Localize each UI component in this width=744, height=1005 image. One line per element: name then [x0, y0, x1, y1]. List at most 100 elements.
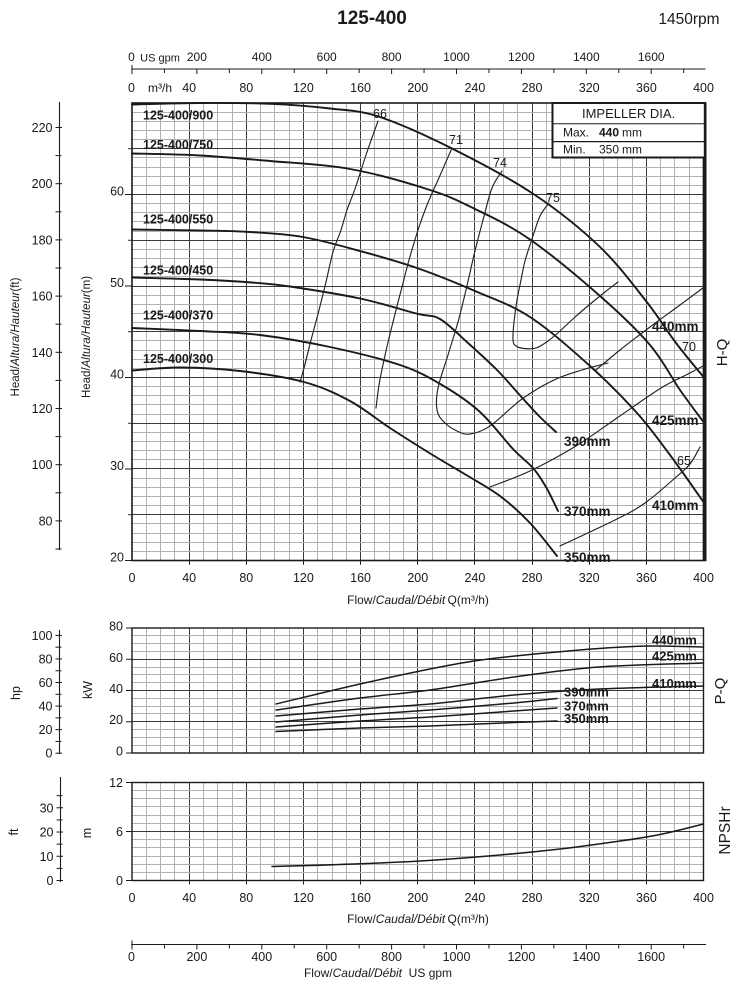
svg-text:200: 200: [407, 571, 428, 585]
svg-text:100: 100: [32, 458, 53, 472]
svg-text:71: 71: [449, 133, 463, 147]
svg-text:240: 240: [464, 891, 485, 905]
svg-text:160: 160: [350, 891, 371, 905]
svg-text:0: 0: [128, 50, 135, 64]
svg-text:1450rpm: 1450rpm: [658, 11, 719, 28]
svg-text:400: 400: [251, 950, 272, 964]
svg-text:370mm: 370mm: [564, 699, 609, 714]
svg-text:70: 70: [682, 340, 696, 354]
svg-text:410mm: 410mm: [652, 498, 699, 513]
svg-text:600: 600: [316, 950, 337, 964]
svg-text:0: 0: [116, 745, 123, 759]
svg-text:P-Q: P-Q: [712, 678, 729, 705]
svg-text:IMPELLER DIA.: IMPELLER DIA.: [582, 106, 675, 121]
svg-text:280: 280: [522, 891, 543, 905]
svg-text:0: 0: [47, 874, 54, 888]
svg-text:1000: 1000: [443, 50, 470, 64]
svg-text:200: 200: [407, 81, 428, 95]
svg-text:200: 200: [407, 891, 428, 905]
svg-text:200: 200: [187, 50, 207, 64]
svg-text:1200: 1200: [507, 950, 535, 964]
svg-text:20: 20: [40, 826, 54, 840]
svg-text:80: 80: [39, 653, 53, 667]
svg-text:1200: 1200: [508, 50, 535, 64]
svg-text:220: 220: [32, 121, 53, 135]
svg-text:120: 120: [293, 571, 314, 585]
svg-text:Head/Altura/Hauteur(ft): Head/Altura/Hauteur(ft): [10, 277, 22, 396]
svg-text:350mm: 350mm: [564, 711, 609, 726]
svg-text:370mm: 370mm: [564, 504, 611, 519]
svg-text:125-400/900: 125-400/900: [143, 109, 213, 123]
svg-text:40: 40: [39, 700, 53, 714]
svg-text:440mm: 440mm: [652, 633, 697, 648]
svg-text:440mm: 440mm: [652, 319, 699, 334]
svg-text:320: 320: [579, 571, 600, 585]
svg-text:6: 6: [116, 825, 123, 839]
svg-text:20: 20: [109, 713, 123, 727]
svg-text:390mm: 390mm: [564, 434, 611, 449]
svg-text:0: 0: [128, 950, 135, 964]
svg-text:80: 80: [239, 891, 253, 905]
svg-text:360: 360: [636, 891, 657, 905]
svg-text:125-400: 125-400: [337, 8, 407, 29]
svg-text:mm: mm: [622, 126, 642, 140]
svg-text:Min.: Min.: [563, 143, 586, 157]
svg-text:40: 40: [110, 368, 124, 382]
svg-text:60: 60: [110, 185, 124, 199]
svg-text:120: 120: [293, 81, 314, 95]
svg-text:1400: 1400: [572, 950, 600, 964]
svg-text:125-400/370: 125-400/370: [143, 308, 213, 322]
svg-text:NPSHr: NPSHr: [717, 806, 734, 854]
svg-text:1400: 1400: [573, 50, 600, 64]
svg-text:30: 30: [110, 459, 124, 473]
svg-text:12: 12: [109, 776, 123, 790]
svg-text:125-400/750: 125-400/750: [143, 138, 213, 152]
svg-text:hp: hp: [9, 686, 23, 700]
svg-text:Flow/Caudal/Débit Q(m³/h): Flow/Caudal/Débit Q(m³/h): [347, 593, 489, 607]
svg-text:240: 240: [464, 81, 485, 95]
svg-text:m: m: [80, 828, 94, 838]
svg-text:120: 120: [32, 402, 53, 416]
svg-text:1600: 1600: [637, 950, 665, 964]
svg-text:kW: kW: [81, 681, 95, 699]
svg-text:0: 0: [129, 891, 136, 905]
svg-text:360: 360: [636, 571, 657, 585]
svg-text:80: 80: [239, 81, 253, 95]
svg-text:80: 80: [39, 514, 53, 528]
svg-text:200: 200: [186, 950, 207, 964]
svg-text:240: 240: [464, 571, 485, 585]
svg-text:280: 280: [522, 81, 543, 95]
svg-text:40: 40: [182, 891, 196, 905]
svg-text:40: 40: [182, 571, 196, 585]
svg-text:66: 66: [373, 107, 387, 121]
svg-text:mm: mm: [622, 143, 642, 157]
svg-text:425mm: 425mm: [652, 649, 697, 664]
svg-text:320: 320: [579, 891, 600, 905]
svg-text:75: 75: [546, 191, 560, 205]
svg-text:74: 74: [493, 156, 507, 170]
svg-text:160: 160: [350, 571, 371, 585]
svg-text:425mm: 425mm: [652, 413, 699, 428]
svg-text:120: 120: [293, 891, 314, 905]
svg-text:20: 20: [39, 723, 53, 737]
svg-text:10: 10: [40, 850, 54, 864]
svg-text:US gpm: US gpm: [140, 53, 180, 65]
svg-text:1600: 1600: [638, 50, 665, 64]
svg-text:125-400/450: 125-400/450: [143, 263, 213, 277]
svg-text:Flow/Caudal/Débit US gpm: Flow/Caudal/Débit US gpm: [304, 966, 452, 980]
svg-text:125-400/300: 125-400/300: [143, 352, 213, 366]
svg-text:160: 160: [32, 290, 53, 304]
svg-text:100: 100: [32, 629, 53, 643]
svg-text:200: 200: [32, 177, 53, 191]
svg-text:400: 400: [693, 891, 714, 905]
svg-text:0: 0: [116, 874, 123, 888]
svg-text:800: 800: [381, 950, 402, 964]
svg-text:60: 60: [39, 676, 53, 690]
svg-text:Max.: Max.: [563, 126, 589, 140]
svg-text:m³/h: m³/h: [148, 81, 172, 95]
svg-text:20: 20: [110, 551, 124, 565]
svg-text:400: 400: [252, 50, 272, 64]
svg-text:140: 140: [32, 346, 53, 360]
svg-text:180: 180: [32, 233, 53, 247]
svg-text:0: 0: [46, 747, 53, 761]
